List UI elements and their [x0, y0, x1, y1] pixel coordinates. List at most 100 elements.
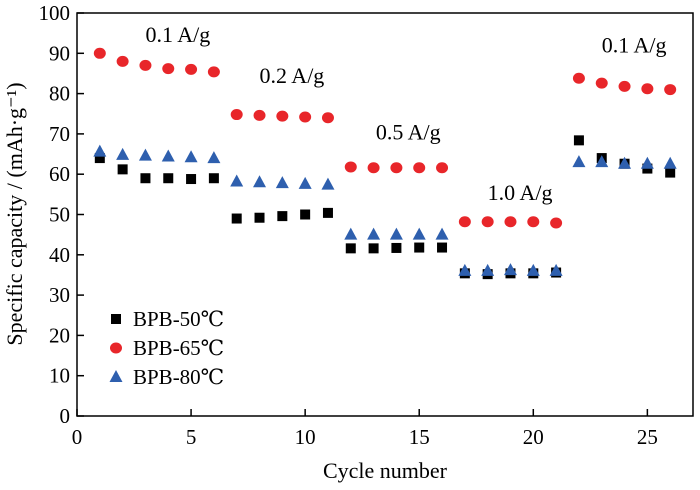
data-point [138, 148, 152, 161]
data-point [618, 80, 631, 92]
x-axis: 0 5 10 15 20 25 [72, 409, 658, 449]
data-point [140, 173, 151, 184]
data-point [230, 174, 244, 187]
y-tick-label: 60 [49, 162, 70, 186]
rate-annotation: 0.5 A/g [376, 120, 441, 145]
data-point [299, 111, 312, 123]
y-tick-label: 100 [39, 1, 71, 25]
data-point [526, 263, 540, 276]
y-tick-label: 40 [49, 243, 70, 267]
data-point [550, 217, 563, 229]
x-tick-label: 20 [523, 425, 544, 449]
data-point [93, 144, 107, 157]
rate-annotation: 0.1 A/g [145, 22, 210, 47]
data-point [414, 242, 425, 253]
y-tick-label: 0 [60, 404, 71, 428]
data-point [572, 155, 586, 168]
data-point [458, 216, 471, 228]
data-point [300, 209, 311, 220]
data-point [298, 176, 312, 189]
annotations: 0.1 A/g 0.2 A/g 0.5 A/g 1.0 A/g 0.1 A/g [145, 22, 666, 205]
rate-annotation: 0.1 A/g [602, 32, 667, 57]
data-point [253, 109, 266, 121]
data-point [321, 112, 334, 124]
data-point [368, 243, 379, 254]
y-tick-label: 10 [49, 364, 70, 388]
data-point [481, 216, 494, 228]
data-point [413, 162, 426, 174]
legend-marker [109, 370, 123, 382]
data-point [641, 83, 654, 95]
data-point [276, 110, 289, 122]
data-point [549, 263, 563, 276]
data-point [504, 216, 517, 228]
data-point [412, 227, 426, 240]
legend-label: BPB-50℃ [133, 307, 224, 331]
x-tick-label: 15 [409, 425, 430, 449]
data-point [275, 176, 289, 189]
data-point [208, 173, 219, 184]
data-point [207, 66, 220, 78]
data-point [618, 156, 632, 169]
y-tick-label: 20 [49, 323, 70, 347]
data-point [481, 263, 495, 276]
data-point [595, 155, 609, 168]
series-3 [93, 144, 677, 276]
data-point [663, 156, 677, 169]
rate-annotation: 1.0 A/g [488, 180, 553, 205]
data-point [665, 167, 676, 178]
data-point [503, 263, 517, 276]
data-point [595, 77, 608, 89]
x-axis-label: Cycle number [323, 458, 448, 483]
y-tick-label: 90 [49, 41, 70, 65]
data-point [231, 213, 242, 224]
x-tick-label: 0 [72, 425, 83, 449]
data-point [94, 153, 105, 164]
data-point [367, 227, 381, 240]
legend: BPB-50℃ BPB-65℃ BPB-80℃ [109, 307, 224, 389]
data-point [253, 175, 267, 188]
data-point [436, 162, 449, 174]
data-point [117, 164, 128, 175]
data-point [458, 263, 472, 276]
data-point [277, 211, 288, 222]
data-point [254, 212, 265, 223]
data-point [367, 162, 380, 174]
x-tick-label: 5 [186, 425, 197, 449]
data-point [186, 174, 197, 185]
series-layer [93, 47, 677, 280]
x-tick-label: 10 [295, 425, 316, 449]
data-point [390, 162, 403, 174]
data-point [437, 242, 448, 253]
data-point [435, 227, 449, 240]
data-point [321, 177, 335, 190]
data-point [184, 150, 198, 163]
data-point [161, 149, 175, 162]
y-tick-label: 50 [49, 203, 70, 227]
legend-marker [110, 342, 122, 354]
data-point [389, 227, 403, 240]
y-tick-label: 70 [49, 122, 70, 146]
data-point [207, 151, 221, 164]
data-point [664, 84, 677, 96]
data-point [162, 63, 175, 75]
data-point [345, 243, 356, 254]
x-tick-label: 25 [637, 425, 658, 449]
rate-annotation: 0.2 A/g [260, 63, 325, 88]
data-point [116, 55, 129, 67]
data-point [391, 242, 402, 253]
y-axis: 0 10 20 30 40 50 60 70 80 90 100 [39, 1, 84, 428]
legend-label: BPB-65℃ [133, 336, 224, 360]
data-point [116, 147, 130, 160]
data-point [163, 173, 174, 184]
data-point [344, 161, 357, 173]
y-axis-label: Specific capacity / (mAh·g⁻¹) [2, 82, 27, 345]
data-point [185, 63, 198, 75]
data-point [640, 156, 654, 169]
series-1 [94, 135, 676, 280]
series-2 [93, 47, 677, 229]
data-point [527, 216, 540, 228]
legend-marker [111, 314, 121, 324]
data-point [573, 135, 584, 146]
